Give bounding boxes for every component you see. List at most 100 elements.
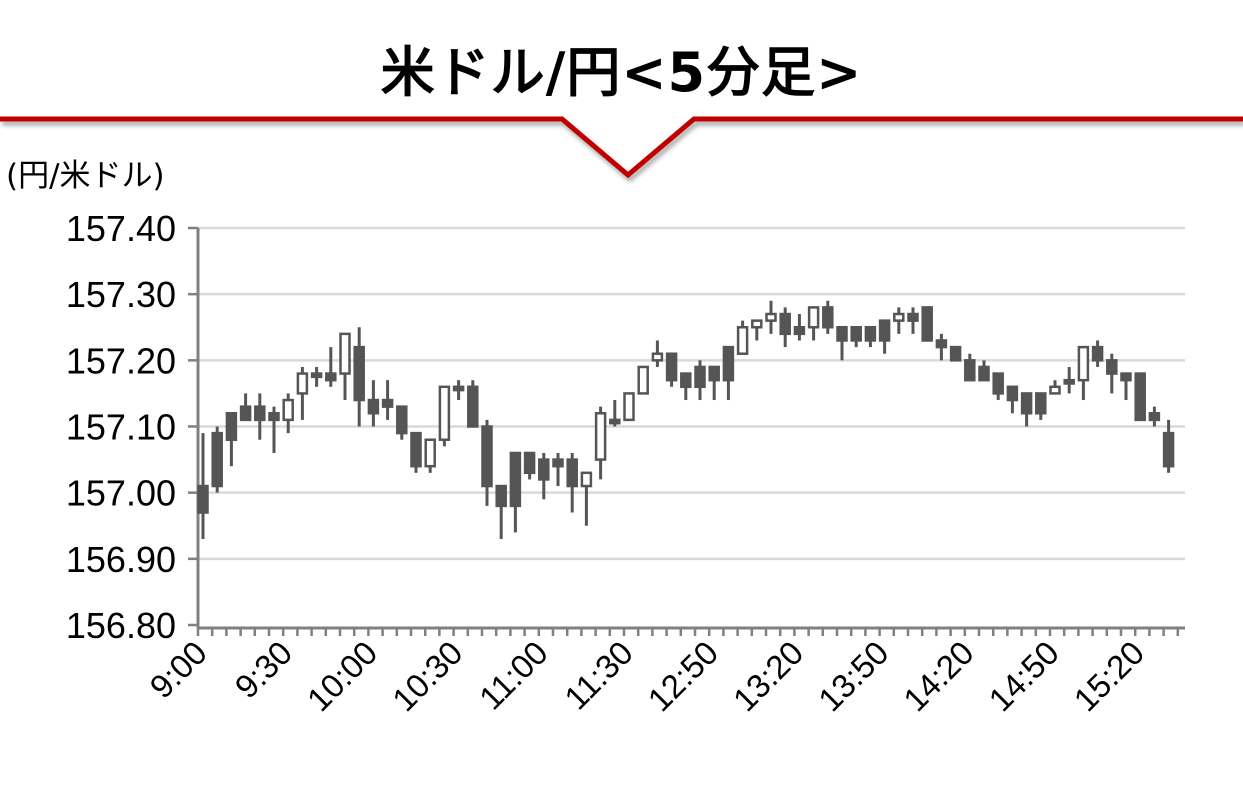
candle xyxy=(864,326,877,348)
candle xyxy=(1063,366,1075,394)
candle-body-down xyxy=(964,359,976,382)
candle-body-down xyxy=(1162,431,1175,468)
candle xyxy=(552,452,564,487)
candle xyxy=(296,366,309,420)
candle-body-up xyxy=(282,398,294,422)
candle xyxy=(793,314,806,341)
candle xyxy=(651,340,664,367)
candle-body-down xyxy=(452,385,465,392)
candle xyxy=(978,360,990,382)
candle xyxy=(623,392,635,422)
candle-body-down xyxy=(481,425,493,488)
candle-body-up xyxy=(751,319,763,329)
candle-body-up xyxy=(580,471,593,488)
candle xyxy=(566,452,578,513)
candle xyxy=(907,307,919,334)
candle xyxy=(609,400,621,427)
y-tick-label: 156.80 xyxy=(66,605,176,646)
candle xyxy=(438,385,451,447)
candle xyxy=(1020,392,1033,427)
y-tick-label: 157.40 xyxy=(66,208,176,249)
candle xyxy=(509,451,522,533)
candle xyxy=(893,307,905,334)
candle xyxy=(779,307,791,348)
candle-body-down xyxy=(878,319,891,342)
chart-title: 米ドル/円<5分足> xyxy=(380,41,863,104)
candle xyxy=(1162,419,1175,473)
candle-body-down xyxy=(566,458,578,488)
candle-body-down xyxy=(1134,372,1146,422)
candle-body-down xyxy=(850,326,862,342)
candle-body-down xyxy=(410,431,422,468)
candle-body-down xyxy=(509,451,522,508)
candle xyxy=(1148,406,1161,427)
candle xyxy=(580,471,593,526)
candle-body-down xyxy=(225,412,238,441)
candle-body-down xyxy=(609,418,621,425)
candle-body-up xyxy=(438,385,451,441)
candle-body-up xyxy=(594,412,607,461)
candle-body-down xyxy=(1006,385,1019,402)
candle xyxy=(325,347,337,387)
candle xyxy=(467,380,479,428)
candle-body-up xyxy=(736,326,749,355)
candle-body-down xyxy=(694,365,706,389)
candle xyxy=(523,451,536,480)
candle xyxy=(239,393,252,422)
candle xyxy=(268,406,280,453)
candle-body-up xyxy=(807,306,820,329)
candle-body-down xyxy=(552,458,564,468)
y-tick-label: 156.90 xyxy=(66,539,176,580)
candle-body-down xyxy=(353,345,365,402)
candle-body-down xyxy=(367,398,380,415)
candle-body-up xyxy=(296,372,309,395)
candle-body-down xyxy=(978,365,990,382)
candle-body-down xyxy=(268,412,280,422)
y-tick-label: 157.10 xyxy=(66,407,176,448)
candle xyxy=(211,426,223,493)
candle-body-down xyxy=(949,345,962,362)
candle-body-down xyxy=(211,431,223,488)
candle-body-up xyxy=(637,365,649,395)
candle-body-down xyxy=(822,306,834,329)
candle-body-up xyxy=(893,312,905,322)
candle xyxy=(481,419,493,506)
candle-body-down xyxy=(239,405,252,422)
candle xyxy=(1120,372,1132,401)
candle xyxy=(992,372,1004,401)
candle-body-up xyxy=(651,352,664,362)
candle xyxy=(807,306,820,341)
x-tick-label: 13:20 xyxy=(726,634,811,719)
candle-body-down xyxy=(708,365,720,382)
y-tick-label: 157.30 xyxy=(66,274,176,315)
candle-body-down xyxy=(310,372,323,379)
candle-body-down xyxy=(864,326,877,342)
y-axis-unit-label: (円/米ドル) xyxy=(6,158,165,194)
candle-body-down xyxy=(1020,392,1033,415)
candle-body-down xyxy=(197,484,209,514)
x-tick-label: 11:30 xyxy=(557,634,640,717)
x-tick-label: 15:20 xyxy=(1067,634,1152,719)
candle-body-down xyxy=(1106,359,1118,375)
candle-body-down xyxy=(680,372,692,389)
candle xyxy=(1006,385,1019,414)
candle xyxy=(836,326,848,361)
candle xyxy=(410,431,422,473)
candle xyxy=(637,365,649,395)
candle-body-up xyxy=(765,312,777,322)
x-tick-label: 13:50 xyxy=(811,634,896,719)
candle-body-down xyxy=(381,398,394,408)
candle-body-down xyxy=(935,339,948,349)
candle xyxy=(822,300,834,334)
candle-body-down xyxy=(523,451,536,475)
candle xyxy=(751,319,763,341)
candle-body-up xyxy=(1077,345,1090,382)
candle xyxy=(495,484,507,539)
candle xyxy=(850,326,862,348)
candle xyxy=(225,412,238,467)
x-tick-label: 9:30 xyxy=(228,634,300,706)
candle xyxy=(921,306,933,342)
candle xyxy=(339,332,351,401)
candle-body-up xyxy=(1049,385,1061,395)
x-tick-label: 14:50 xyxy=(981,634,1066,719)
